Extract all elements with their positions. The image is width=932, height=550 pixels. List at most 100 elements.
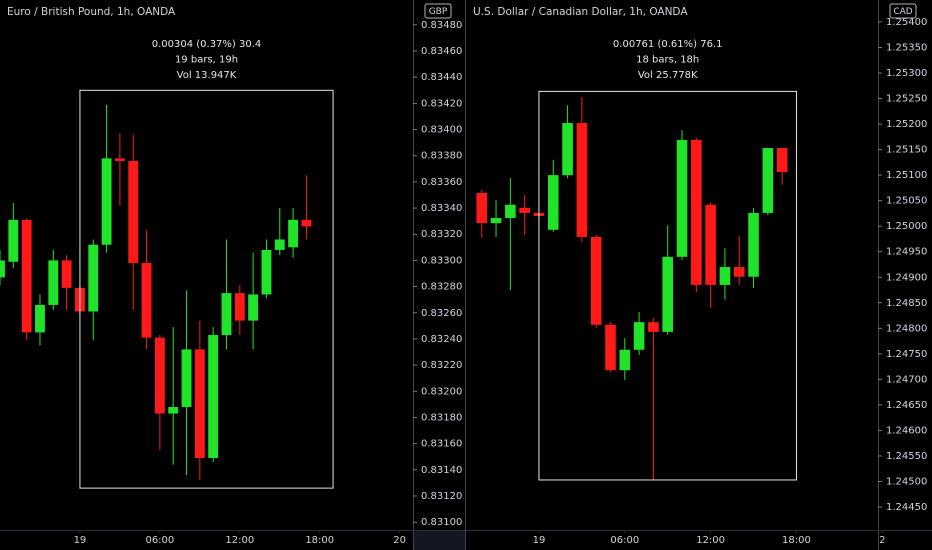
chart-title: U.S. Dollar / Canadian Dollar, 1h, OANDA	[473, 6, 688, 18]
y-tick-label: 0.83480	[421, 20, 462, 31]
measure-label: 0.00304 (0.37%) 30.4	[152, 39, 262, 50]
y-tick-label: 1.25150	[886, 145, 927, 156]
y-tick-label: 0.83320	[421, 229, 462, 240]
candle-body	[719, 267, 731, 285]
y-tick-label: 0.83380	[421, 151, 462, 162]
x-tick-label: 12:00	[225, 535, 254, 546]
candle-body	[301, 219, 312, 227]
candle-body	[605, 324, 616, 371]
y-tick-label: 1.24700	[886, 374, 927, 385]
candle-body	[288, 219, 299, 248]
candle-body	[662, 256, 674, 332]
candle-body	[691, 139, 702, 285]
candle-body	[8, 219, 19, 262]
y-tick-label: 0.83140	[421, 465, 462, 476]
y-tick-label: 0.83260	[421, 308, 462, 319]
measure-label: 0.00761 (0.61%) 76.1	[613, 39, 723, 50]
candle-body	[776, 148, 788, 173]
candle-body	[576, 123, 588, 237]
chart-title: Euro / British Pound, 1h, OANDA	[7, 6, 176, 18]
x-tick-label: 06:00	[145, 535, 174, 546]
candle-body	[261, 249, 272, 295]
y-tick-label: 1.25300	[886, 68, 927, 79]
y-tick-label: 1.24500	[886, 476, 927, 487]
candle-body	[141, 263, 152, 338]
y-tick-label: 1.25000	[886, 221, 927, 232]
currency-label: GBP	[429, 7, 448, 17]
x-tick-label: 06:00	[610, 535, 639, 546]
candle-body	[48, 260, 59, 305]
corner	[414, 531, 465, 550]
plot-area: 0.00761 (0.61%) 76.1 18 bars, 18h Vol 25.7…	[473, 6, 797, 481]
y-tick-label: 0.83460	[421, 46, 462, 57]
x-tick-label: 20	[393, 535, 406, 546]
y-tick-label: 1.25400	[886, 17, 927, 28]
x-tick-label: 18:00	[782, 535, 811, 546]
y-tick-label: 0.83340	[421, 203, 462, 214]
y-tick-label: 1.24750	[886, 349, 927, 360]
candle-body	[547, 175, 559, 230]
currency-box	[889, 3, 917, 19]
measure-box	[79, 89, 334, 489]
measure-box	[538, 90, 797, 481]
candle-body	[248, 294, 259, 321]
measure-label: 18 bars, 18h	[636, 55, 699, 66]
candle-body	[705, 204, 716, 285]
y-tick-label: 1.25200	[886, 119, 927, 130]
candle-body	[21, 219, 32, 333]
candle-body	[221, 293, 232, 336]
candle-body	[590, 236, 602, 325]
y-tick-label: 0.83360	[421, 177, 462, 188]
currency-box	[424, 3, 452, 19]
candle-body	[154, 337, 165, 414]
candle-body	[101, 158, 112, 245]
candle-body	[194, 349, 205, 459]
y-tick-label: 0.83240	[421, 334, 462, 345]
candle-body	[274, 239, 285, 250]
y-tick-label: 1.24550	[886, 451, 927, 462]
y-tick-label: 1.24950	[886, 247, 927, 258]
candle-body	[234, 293, 245, 321]
candle-body	[733, 267, 745, 277]
candle-body	[476, 193, 488, 224]
candle-body	[0, 260, 5, 278]
candle-body	[35, 304, 45, 333]
y-tick-label: 1.24650	[886, 400, 927, 411]
measure-label: Vol 13.947K	[177, 70, 237, 81]
y-tick-label: 0.83280	[421, 282, 462, 293]
x-tick-label: 12:00	[696, 535, 725, 546]
y-tick-label: 1.25100	[886, 170, 927, 181]
candle-body	[519, 207, 530, 213]
y-tick-label: 0.83440	[421, 72, 462, 83]
y-tick-label: 1.25050	[886, 196, 927, 207]
y-tick-label: 1.24900	[886, 272, 927, 283]
candle-body	[181, 349, 192, 407]
y-tick-label: 0.83400	[421, 125, 462, 136]
y-tick-label: 0.83120	[421, 491, 462, 502]
candle-body	[762, 148, 774, 213]
candle-body	[128, 160, 139, 264]
y-tick-label: 0.83300	[421, 255, 462, 266]
y-tick-label: 1.24600	[886, 425, 927, 436]
y-tick-label: 1.24800	[886, 323, 927, 334]
candle-body	[648, 322, 659, 332]
plot-area: 0.00304 (0.37%) 30.4 19 bars, 19h Vol 13.9…	[0, 6, 334, 489]
candle-body	[633, 322, 645, 350]
y-tick-label: 0.83180	[421, 412, 462, 423]
candle-body	[748, 212, 759, 277]
y-tick-label: 1.24850	[886, 298, 927, 309]
measure-label: Vol 25.778K	[638, 70, 698, 81]
candle-body	[619, 349, 631, 371]
candle-body	[562, 123, 573, 176]
measure-label: 19 bars, 19h	[175, 55, 238, 66]
x-tick-label: 18:00	[305, 535, 334, 546]
y-tick-label: 0.83220	[421, 360, 462, 371]
candle-body	[168, 406, 179, 414]
candle-body	[88, 244, 99, 312]
y-tick-label: 0.83100	[421, 517, 462, 528]
y-tick-label: 0.83200	[421, 386, 462, 397]
candle-body	[676, 139, 688, 257]
currency-label: CAD	[893, 7, 912, 17]
candle-body	[505, 204, 516, 219]
